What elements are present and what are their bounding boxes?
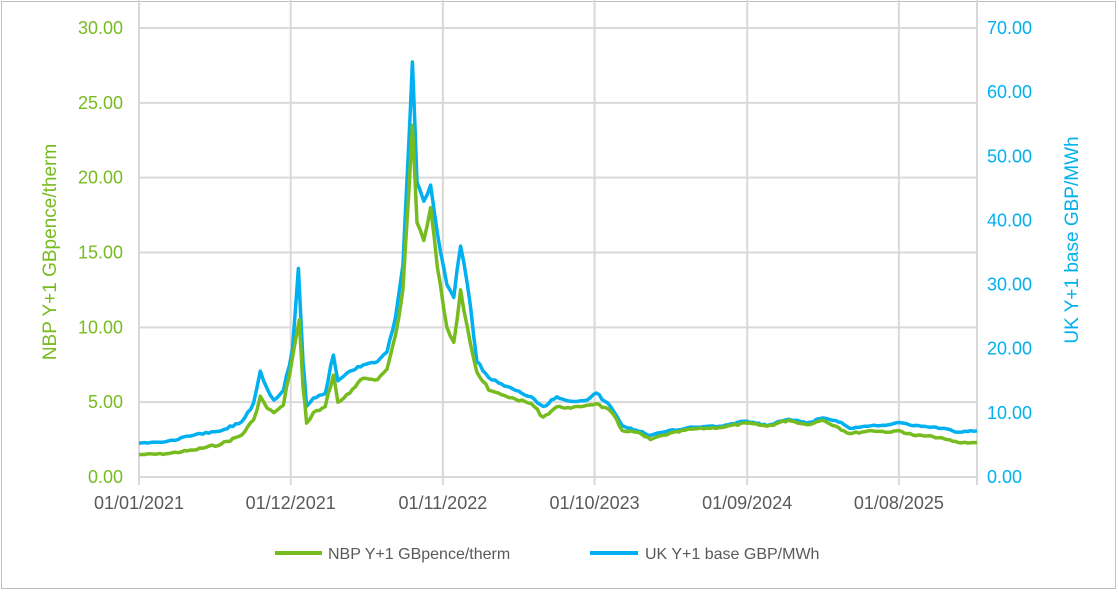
left-axis-ticks: 0.00 5.00 10.00 15.00 20.00 25.00 30.00 [78, 18, 123, 487]
left-tick-label: 15.00 [78, 243, 123, 263]
left-tick-label: 30.00 [78, 18, 123, 38]
left-tick-label: 20.00 [78, 168, 123, 188]
legend: NBP Y+1 GBpence/therm UK Y+1 base GBP/MW… [275, 546, 819, 563]
right-tick-label: 40.00 [987, 210, 1032, 230]
right-tick-label: 30.00 [987, 275, 1032, 295]
legend-label-nbp: NBP Y+1 GBpence/therm [328, 546, 510, 563]
left-tick-label: 5.00 [88, 392, 123, 412]
right-tick-label: 20.00 [987, 339, 1032, 359]
right-tick-label: 50.00 [987, 146, 1032, 166]
x-tick-label: 01/09/2024 [702, 493, 792, 513]
x-tick-label: 01/08/2025 [854, 493, 944, 513]
legend-label-uk: UK Y+1 base GBP/MWh [645, 546, 819, 563]
right-axis-ticks: 0.00 10.00 20.00 30.00 40.00 50.00 60.00 70.00 [987, 18, 1032, 487]
right-tick-label: 60.00 [987, 82, 1032, 102]
x-axis-ticks: 01/01/2021 01/12/2021 01/11/2022 01/10/2023… [94, 493, 944, 513]
series-line-nbp [138, 123, 978, 457]
x-tick-label: 01/10/2023 [550, 493, 640, 513]
right-tick-label: 0.00 [987, 467, 1022, 487]
right-axis-label: UK Y+1 base GBP/MWh [1062, 136, 1083, 343]
right-tick-label: 10.00 [987, 403, 1032, 423]
x-tick-label: 01/12/2021 [246, 493, 336, 513]
left-axis-label: NBP Y+1 GBpence/therm [40, 144, 61, 360]
left-tick-label: 25.00 [78, 93, 123, 113]
left-tick-label: 0.00 [88, 467, 123, 487]
right-tick-label: 70.00 [987, 18, 1032, 38]
x-tick-label: 01/01/2021 [94, 493, 184, 513]
gridlines [138, 0, 978, 485]
series-lines [138, 60, 978, 457]
x-tick-label: 01/11/2022 [398, 493, 487, 513]
series-line-uk [138, 60, 978, 445]
left-tick-label: 10.00 [78, 317, 123, 337]
